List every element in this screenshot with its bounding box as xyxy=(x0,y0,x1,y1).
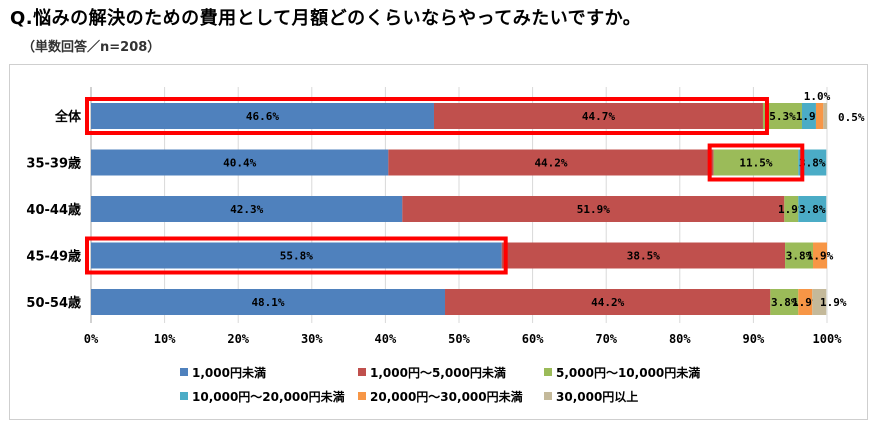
x-tick-label: 70% xyxy=(595,332,617,346)
legend-swatch xyxy=(544,392,552,400)
x-tick-label: 90% xyxy=(743,332,765,346)
x-tick-label: 80% xyxy=(669,332,691,346)
bar-segment xyxy=(433,103,763,129)
bar-segment xyxy=(770,289,799,315)
data-label: 5.3% xyxy=(769,110,796,123)
category-label: 全体 xyxy=(54,109,82,125)
sample-note: （単数回答／n=208） xyxy=(22,40,161,55)
x-tick-label: 50% xyxy=(448,332,470,346)
data-label: 42.3% xyxy=(230,203,263,216)
x-tick-label: 100% xyxy=(813,332,843,346)
highlight-box xyxy=(707,143,805,182)
bar-segment xyxy=(823,103,827,129)
highlight-box xyxy=(85,236,508,275)
data-label: 48.1% xyxy=(251,296,284,309)
data-label: 44.2% xyxy=(534,157,567,170)
bar-segment xyxy=(91,242,502,269)
data-label: 0.5% xyxy=(838,111,865,124)
bar-segment xyxy=(91,149,389,176)
data-label: 1.9% xyxy=(807,250,834,263)
legend-swatch xyxy=(180,392,188,400)
bar-segment xyxy=(801,103,816,129)
data-label: 51.9% xyxy=(577,203,610,216)
legend-label: 30,000円以上 xyxy=(556,389,638,404)
bar-segment xyxy=(784,196,799,222)
bar-segment xyxy=(402,196,785,222)
data-label: 1.9% xyxy=(820,296,847,309)
data-label: 3.8% xyxy=(799,203,826,216)
data-label: 38.5% xyxy=(627,250,660,263)
stacked-bar-chart: 0% 10% 20% 30% 40% 50% 60% 70% 80% 90% 100% 全体 46.6%… xyxy=(26,87,865,404)
data-label: 40.4% xyxy=(223,157,256,170)
bar-segment xyxy=(91,103,434,129)
chart-frame: 0% 10% 20% 30% 40% 50% 60% 70% 80% 90% 100% 全体 46.6%… xyxy=(9,64,868,420)
bar-segment xyxy=(785,242,814,269)
legend-swatch xyxy=(358,368,366,376)
data-label: 1.0% xyxy=(804,90,831,103)
bar-segment xyxy=(91,196,403,222)
bar-segment xyxy=(813,242,827,269)
bar-segment xyxy=(91,289,446,315)
data-label: 1.9% xyxy=(792,296,819,309)
legend-label: 1,000円未満 xyxy=(192,365,266,380)
question-title: Q.悩みの解決のための費用として月額どのくらいならやってみたいですか。 xyxy=(10,8,642,29)
data-label: 11.5% xyxy=(739,157,772,170)
bar-segment xyxy=(762,103,802,129)
data-label: 44.2% xyxy=(591,296,624,309)
x-tick-label: 10% xyxy=(154,332,176,346)
legend-label: 10,000円～20,000円未満 xyxy=(192,389,345,404)
data-label: 44.7% xyxy=(582,110,615,123)
bar-segment xyxy=(798,196,827,222)
x-tick-label: 20% xyxy=(227,332,249,346)
category-label: 35-39歳 xyxy=(26,156,81,172)
data-label: 55.8% xyxy=(280,250,313,263)
legend-swatch xyxy=(544,368,552,376)
bar-segment xyxy=(812,289,827,315)
legend-label: 20,000円～30,000円未満 xyxy=(370,389,523,404)
data-label: 3.8% xyxy=(786,250,813,263)
bar-segment xyxy=(388,149,714,176)
x-tick-label: 40% xyxy=(375,332,397,346)
bar-segment xyxy=(713,149,799,176)
bar-segment xyxy=(501,242,786,269)
category-label: 50-54歳 xyxy=(26,295,81,311)
legend-label: 1,000円～5,000円未満 xyxy=(370,365,506,380)
category-label: 45-49歳 xyxy=(26,249,81,265)
x-tick-label: 30% xyxy=(301,332,323,346)
legend-label: 5,000円～10,000円未満 xyxy=(556,365,700,380)
legend-swatch xyxy=(180,368,188,376)
x-tick-label: 60% xyxy=(522,332,544,346)
data-label: 1.9% xyxy=(778,203,805,216)
data-label: 46.6% xyxy=(246,110,279,123)
x-tick-label: 0% xyxy=(84,332,99,346)
bar-segment xyxy=(798,289,813,315)
highlight-box xyxy=(85,97,769,135)
data-label: 1.9% xyxy=(796,110,823,123)
data-label: 3.8% xyxy=(771,296,798,309)
bar-segment xyxy=(445,289,771,315)
legend-swatch xyxy=(358,392,366,400)
bar-segment xyxy=(815,103,824,129)
data-label: 3.8% xyxy=(799,157,826,170)
category-label: 40-44歳 xyxy=(26,202,81,218)
